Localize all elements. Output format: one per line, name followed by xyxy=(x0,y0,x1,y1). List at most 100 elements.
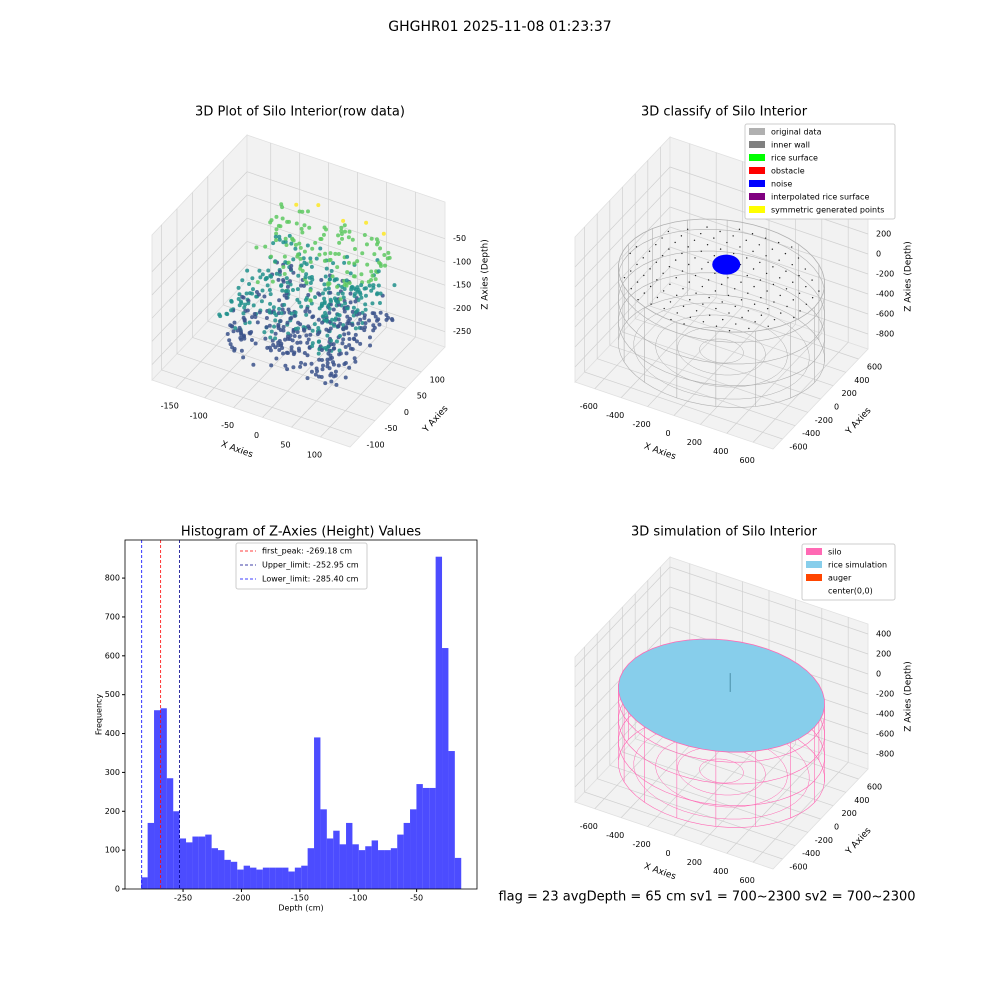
surface-point-decoration xyxy=(773,301,775,303)
surface-point-decoration xyxy=(818,290,820,292)
point-cloud-decoration xyxy=(229,308,234,313)
point-cloud-decoration xyxy=(344,325,349,330)
point-cloud-decoration xyxy=(317,330,322,335)
point-cloud-decoration xyxy=(288,266,293,271)
point-cloud-decoration xyxy=(342,260,347,265)
point-cloud-decoration xyxy=(360,251,365,256)
point-cloud-decoration xyxy=(282,302,287,307)
surface-point-decoration xyxy=(754,321,756,323)
point-cloud-decoration xyxy=(285,219,290,224)
point-cloud-decoration xyxy=(329,342,334,347)
surface-point-decoration xyxy=(680,235,683,237)
surface-point-decoration xyxy=(778,277,781,279)
surface-point-decoration xyxy=(799,310,801,312)
surface-point-decoration xyxy=(747,310,750,312)
point-cloud-decoration xyxy=(249,338,254,343)
point-cloud-decoration xyxy=(323,251,328,256)
point-cloud-decoration xyxy=(324,266,329,271)
grid-line xyxy=(246,217,446,286)
point-cloud-decoration xyxy=(349,287,354,292)
surface-point-decoration xyxy=(686,228,689,230)
x-tick-label: -600 xyxy=(580,822,598,831)
surface-point-decoration xyxy=(706,244,709,246)
point-cloud-decoration xyxy=(335,284,340,289)
point-cloud-decoration xyxy=(327,348,332,353)
point-cloud-decoration xyxy=(304,272,309,277)
point-cloud-decoration xyxy=(314,366,319,371)
point-cloud-decoration xyxy=(371,323,376,328)
point-cloud-decoration xyxy=(359,283,364,288)
surface-point-decoration xyxy=(676,294,678,297)
point-cloud-decoration xyxy=(320,320,325,325)
point-cloud-decoration xyxy=(307,275,312,280)
point-cloud-decoration xyxy=(343,344,348,349)
point-cloud-decoration xyxy=(227,338,232,343)
point-cloud-decoration xyxy=(218,314,223,319)
point-cloud-decoration xyxy=(273,259,278,264)
point-cloud-decoration xyxy=(265,283,270,288)
x-tick-label: 0 xyxy=(665,429,670,438)
surface-point-decoration xyxy=(695,310,698,312)
point-cloud-decoration xyxy=(289,348,294,353)
surface-point-decoration xyxy=(746,257,748,259)
point-cloud-decoration xyxy=(278,318,283,323)
surface-point-decoration xyxy=(811,279,813,281)
point-cloud-decoration xyxy=(327,366,332,371)
point-cloud-decoration xyxy=(245,268,250,273)
surface-point-decoration xyxy=(798,274,800,277)
surface-point-decoration xyxy=(791,263,793,266)
x-tick-label: -400 xyxy=(606,831,624,840)
surface-point-decoration xyxy=(727,277,729,279)
bar xyxy=(147,822,155,889)
point-cloud-decoration xyxy=(276,277,281,282)
surface-point-decoration xyxy=(688,263,690,266)
point-cloud-decoration xyxy=(279,311,284,316)
point-cloud-decoration xyxy=(324,327,329,332)
point-cloud-decoration xyxy=(319,347,324,352)
point-cloud-decoration xyxy=(362,233,367,238)
silo-wireframe xyxy=(633,302,810,400)
point-cloud-decoration xyxy=(240,278,245,283)
point-cloud-decoration xyxy=(295,330,300,335)
surface-point-decoration xyxy=(694,257,696,259)
point-cloud-decoration xyxy=(286,331,291,336)
point-cloud-decoration xyxy=(341,337,346,342)
point-cloud-decoration xyxy=(321,232,326,237)
surface-point-decoration xyxy=(732,235,734,237)
point-cloud-decoration xyxy=(297,300,302,305)
point-cloud-decoration xyxy=(276,343,281,348)
point-cloud-decoration xyxy=(340,341,345,346)
point-cloud-decoration xyxy=(356,297,361,302)
point-cloud-decoration xyxy=(344,283,349,288)
point-cloud-decoration xyxy=(328,353,333,358)
surface-point-decoration xyxy=(702,303,704,305)
point-cloud-decoration xyxy=(299,304,304,309)
z-tick-label: -200 xyxy=(876,270,894,279)
grid-line xyxy=(161,369,360,438)
legend-swatch xyxy=(749,141,765,148)
grid-line xyxy=(574,166,671,268)
surface-point-decoration xyxy=(772,266,774,268)
point-cloud-decoration xyxy=(383,263,388,268)
point-cloud-decoration xyxy=(293,310,298,315)
x-tick-label: 200 xyxy=(687,858,702,867)
point-cloud-decoration xyxy=(321,314,326,319)
surface-point-decoration xyxy=(765,272,768,275)
point-cloud-decoration xyxy=(309,361,314,366)
point-cloud-decoration xyxy=(297,334,302,339)
point-cloud-decoration xyxy=(284,350,289,355)
surface-point-decoration xyxy=(688,281,690,283)
legend-swatch xyxy=(806,587,822,594)
point-cloud-decoration xyxy=(327,306,332,311)
point-cloud-decoration xyxy=(350,323,355,328)
point-cloud-decoration xyxy=(313,240,318,245)
grid-line xyxy=(635,318,834,386)
surface-point-decoration xyxy=(722,318,724,321)
x-axis-label: Depth (cm) xyxy=(278,904,323,913)
point-cloud-decoration xyxy=(342,332,347,337)
point-cloud-decoration xyxy=(297,241,302,246)
surface-point-decoration xyxy=(721,301,723,303)
y-tick-label: 200 xyxy=(842,389,857,398)
point-cloud-decoration xyxy=(322,296,327,301)
point-cloud-decoration xyxy=(241,311,246,316)
